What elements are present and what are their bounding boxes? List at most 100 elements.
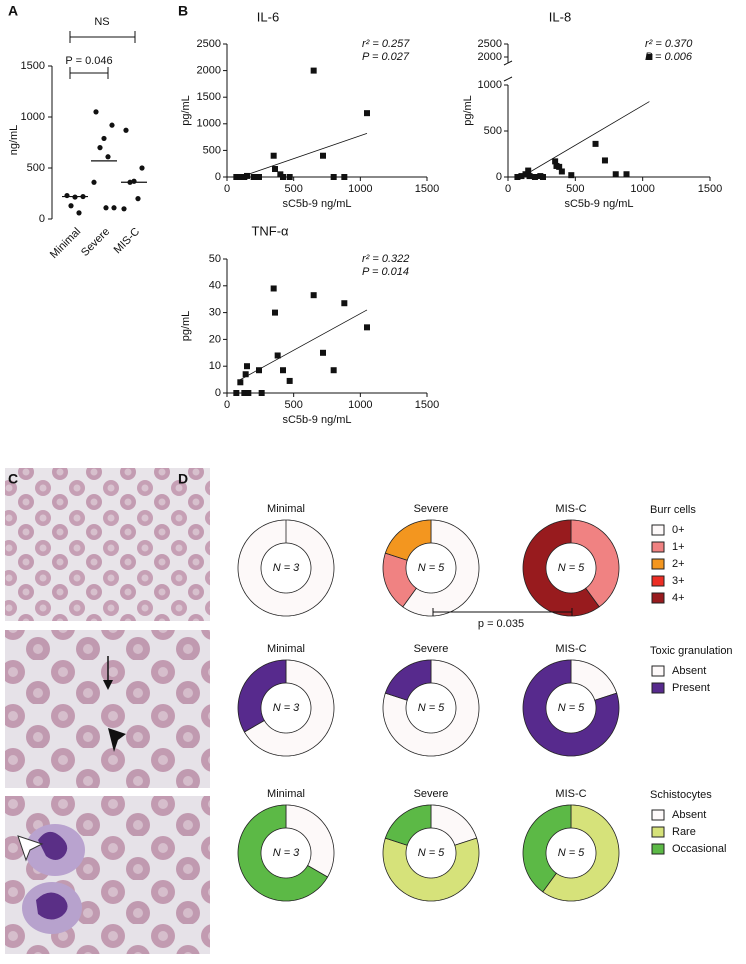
point (531, 174, 538, 180)
annotation: r² = 0.322 (362, 253, 409, 265)
dot (139, 165, 145, 171)
n-label: N = 5 (418, 562, 445, 574)
panel-label: B (178, 3, 188, 19)
arrowhead (108, 728, 126, 752)
x-tick-label: 1500 (415, 399, 439, 411)
point (341, 300, 348, 307)
y-axis-label: pg/mL (180, 311, 192, 342)
x-tick-label: 500 (284, 399, 302, 411)
point (270, 152, 277, 159)
point (256, 367, 262, 374)
point (272, 309, 278, 316)
y-tick-label: 2000 (478, 51, 502, 63)
n-label: N = 5 (418, 847, 445, 859)
legend-label: Absent (672, 665, 706, 677)
x-tick-label: 500 (284, 183, 302, 195)
point (244, 363, 250, 370)
point (558, 168, 565, 175)
n-label: N = 3 (273, 702, 300, 714)
dot (123, 127, 129, 133)
dot (105, 154, 111, 160)
x-tick-label: 500 (566, 183, 584, 195)
y-axis-label: pg/mL (462, 95, 474, 126)
n-label: N = 5 (418, 702, 445, 714)
group-title: Minimal (267, 643, 305, 655)
donut-slice (570, 659, 618, 701)
donut-slice (384, 804, 432, 846)
y-tick-label: 0 (39, 213, 45, 225)
legend-label: 3+ (672, 575, 685, 587)
fit-line (240, 132, 368, 178)
donut-slice (522, 659, 620, 757)
group-title: Severe (414, 643, 449, 655)
point (233, 390, 240, 396)
x-tick-label: 1500 (415, 183, 439, 195)
y-tick-label: 0 (215, 171, 221, 183)
y-tick-label: 500 (27, 162, 45, 174)
point (341, 174, 348, 180)
dot (64, 192, 70, 199)
micrographs (5, 468, 210, 954)
point (623, 171, 630, 178)
legend-title: Toxic granulation (650, 645, 733, 657)
nucleus (38, 831, 68, 860)
y-tick-label: 500 (484, 125, 502, 137)
legend-swatch (651, 682, 665, 694)
point (274, 352, 281, 359)
nucleus (36, 892, 68, 920)
chart-title: IL-6 (257, 9, 279, 24)
point (242, 371, 249, 378)
bracket (69, 67, 109, 79)
annotation: P = 0.027 (362, 51, 410, 63)
x-tick-label: 1000 (348, 399, 372, 411)
y-tick-label: 1000 (478, 79, 502, 91)
axis-break (503, 60, 513, 82)
point (330, 174, 337, 180)
point (592, 140, 599, 147)
donut-slice (522, 519, 600, 617)
y-axis-label: pg/mL (180, 95, 192, 126)
x-tick-label: Severe (79, 226, 112, 259)
legend-swatch (651, 843, 665, 855)
x-axis-label: sC5b-9 ng/mL (282, 414, 351, 426)
point (241, 390, 248, 396)
y-tick-label: 500 (203, 144, 221, 156)
legend-title: Burr cells (650, 504, 696, 516)
y-tick-label: 2500 (478, 38, 502, 50)
point (526, 173, 533, 180)
point (233, 174, 240, 180)
y-tick-label: 50 (209, 253, 221, 265)
x-tick-label: 0 (224, 399, 230, 411)
legend-swatch (651, 575, 665, 587)
y-tick-label: 1000 (21, 111, 45, 123)
dot (121, 206, 127, 212)
point (310, 292, 317, 299)
x-axis-label: sC5b-9 ng/mL (564, 198, 633, 210)
point (286, 377, 293, 384)
donut-slice (522, 804, 572, 893)
bracket (69, 31, 136, 43)
dot (101, 135, 107, 142)
point (280, 174, 286, 180)
point (568, 172, 575, 179)
dot (76, 210, 82, 216)
donut-slice (384, 519, 432, 561)
point (364, 324, 370, 331)
group-title: MIS-C (555, 503, 586, 515)
y-tick-label: 10 (209, 360, 221, 372)
group-title: Severe (414, 788, 449, 800)
point (237, 379, 244, 386)
point (250, 174, 257, 180)
y-axis-label: ng/mL (8, 125, 20, 156)
annotation: P = 0.006 (645, 51, 693, 63)
arrowhead (17, 835, 44, 862)
dot (111, 205, 117, 211)
donut-slice (430, 804, 478, 846)
point (364, 110, 370, 117)
legend-title: Schistocytes (650, 789, 712, 801)
x-tick-label: 0 (224, 183, 230, 195)
legend-label: Present (672, 682, 710, 694)
group-title: Minimal (267, 788, 305, 800)
point (272, 166, 278, 173)
